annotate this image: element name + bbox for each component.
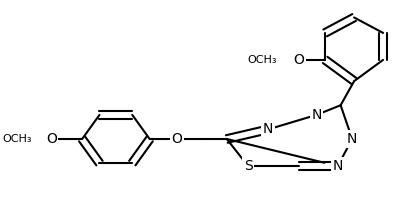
Text: N: N <box>263 122 274 136</box>
Text: S: S <box>243 159 253 173</box>
Text: N: N <box>332 159 343 173</box>
Text: O: O <box>294 53 304 67</box>
Text: OCH₃: OCH₃ <box>2 134 32 144</box>
Text: O: O <box>46 132 57 146</box>
Text: N: N <box>311 108 322 122</box>
Text: O: O <box>171 132 182 146</box>
Text: N: N <box>347 132 357 146</box>
Text: OCH₃: OCH₃ <box>248 55 277 65</box>
